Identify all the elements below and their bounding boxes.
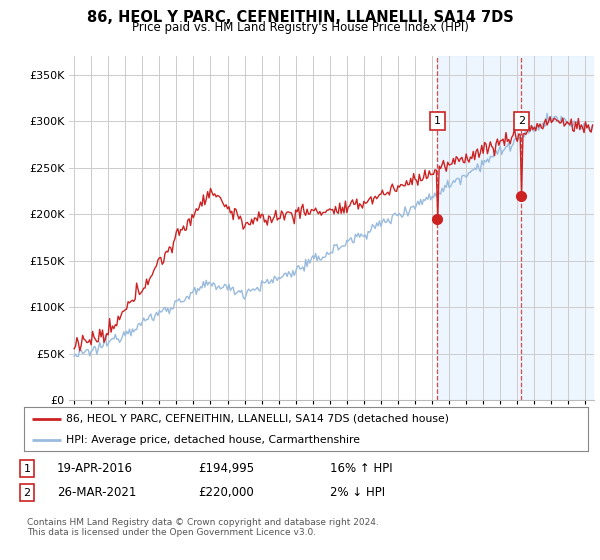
Text: £194,995: £194,995 bbox=[198, 462, 254, 475]
Text: 2: 2 bbox=[518, 116, 525, 126]
Text: £220,000: £220,000 bbox=[198, 486, 254, 500]
Text: 86, HEOL Y PARC, CEFNEITHIN, LLANELLI, SA14 7DS: 86, HEOL Y PARC, CEFNEITHIN, LLANELLI, S… bbox=[86, 10, 514, 25]
Text: 1: 1 bbox=[23, 464, 31, 474]
Text: Price paid vs. HM Land Registry's House Price Index (HPI): Price paid vs. HM Land Registry's House … bbox=[131, 21, 469, 34]
Text: Contains HM Land Registry data © Crown copyright and database right 2024.
This d: Contains HM Land Registry data © Crown c… bbox=[27, 518, 379, 538]
Text: 2: 2 bbox=[23, 488, 31, 498]
Text: 86, HEOL Y PARC, CEFNEITHIN, LLANELLI, SA14 7DS (detached house): 86, HEOL Y PARC, CEFNEITHIN, LLANELLI, S… bbox=[66, 414, 449, 424]
Bar bbox=[437, 56, 594, 400]
Text: 16% ↑ HPI: 16% ↑ HPI bbox=[330, 462, 392, 475]
Text: 19-APR-2016: 19-APR-2016 bbox=[57, 462, 133, 475]
Text: 26-MAR-2021: 26-MAR-2021 bbox=[57, 486, 136, 500]
Text: HPI: Average price, detached house, Carmarthenshire: HPI: Average price, detached house, Carm… bbox=[66, 435, 360, 445]
Text: 1: 1 bbox=[434, 116, 440, 126]
Text: 2% ↓ HPI: 2% ↓ HPI bbox=[330, 486, 385, 500]
